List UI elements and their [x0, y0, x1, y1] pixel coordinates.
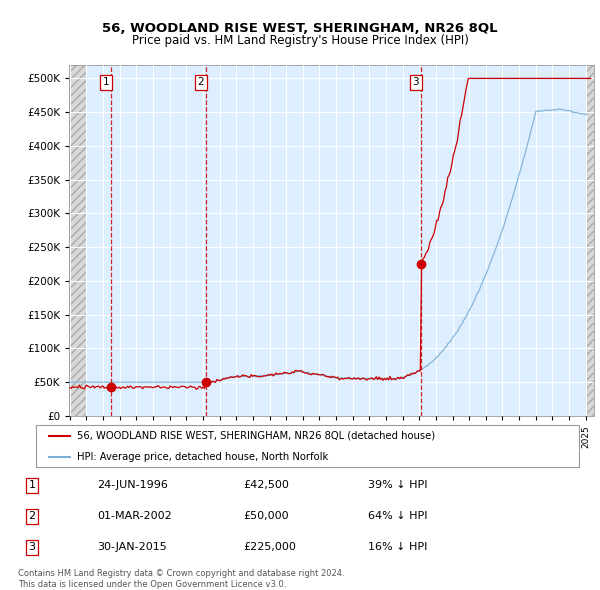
Text: 39% ↓ HPI: 39% ↓ HPI [368, 480, 427, 490]
Text: 24-JUN-1996: 24-JUN-1996 [97, 480, 168, 490]
Text: £225,000: £225,000 [244, 542, 296, 552]
Text: 30-JAN-2015: 30-JAN-2015 [97, 542, 167, 552]
Text: 1: 1 [29, 480, 35, 490]
Bar [586, 65, 594, 416]
Text: 2: 2 [197, 77, 204, 87]
Text: HPI: Average price, detached house, North Norfolk: HPI: Average price, detached house, Nort… [77, 452, 328, 462]
Text: 3: 3 [412, 77, 419, 87]
Text: 3: 3 [29, 542, 35, 552]
Text: 56, WOODLAND RISE WEST, SHERINGHAM, NR26 8QL (detached house): 56, WOODLAND RISE WEST, SHERINGHAM, NR26… [77, 431, 435, 441]
Text: 16% ↓ HPI: 16% ↓ HPI [368, 542, 427, 552]
Bar [69, 65, 86, 416]
Text: 01-MAR-2002: 01-MAR-2002 [97, 512, 172, 522]
Text: 1: 1 [103, 77, 109, 87]
Text: Contains HM Land Registry data © Crown copyright and database right 2024.
This d: Contains HM Land Registry data © Crown c… [18, 569, 344, 589]
Text: Price paid vs. HM Land Registry's House Price Index (HPI): Price paid vs. HM Land Registry's House … [131, 34, 469, 47]
Text: 64% ↓ HPI: 64% ↓ HPI [368, 512, 427, 522]
Text: 56, WOODLAND RISE WEST, SHERINGHAM, NR26 8QL: 56, WOODLAND RISE WEST, SHERINGHAM, NR26… [102, 22, 498, 35]
Text: £50,000: £50,000 [244, 512, 289, 522]
Text: 2: 2 [29, 512, 35, 522]
Text: £42,500: £42,500 [244, 480, 289, 490]
